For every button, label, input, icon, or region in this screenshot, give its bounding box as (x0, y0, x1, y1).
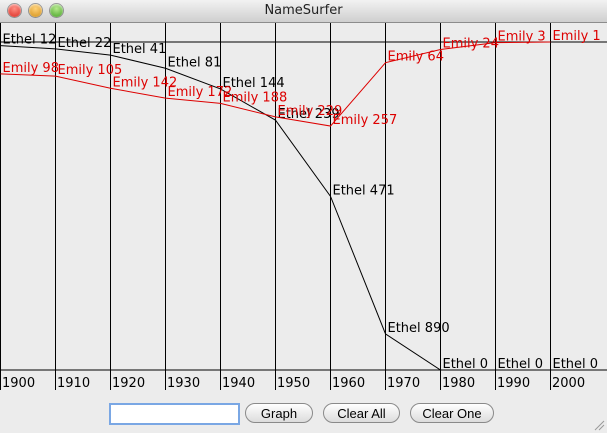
data-label-ethel: Ethel 12 (3, 33, 57, 48)
name-popularity-graph: 1900 1910 1920 1930 1940 1950 1960 1970 1980 1990… (0, 23, 607, 390)
decade-label: 1960 (332, 376, 365, 390)
resize-grip-icon[interactable] (593, 419, 605, 431)
data-label-emily: Emily 172 (168, 85, 233, 100)
data-label-ethel: Ethel 239 (278, 107, 340, 122)
minimize-window-icon[interactable] (29, 4, 42, 17)
decade-label: 1900 (2, 376, 35, 390)
name-input[interactable] (109, 403, 240, 425)
data-label-ethel: Ethel 0 (553, 357, 599, 372)
data-label-emily: Emily 257 (333, 113, 398, 128)
data-label-emily: Emily 105 (58, 63, 123, 78)
decade-label: 1970 (387, 376, 420, 390)
window-title: NameSurfer (264, 3, 343, 18)
series-line-ethel (0, 45, 551, 371)
data-label-ethel: Ethel 0 (498, 357, 544, 372)
graph-background (0, 23, 607, 390)
data-label-emily: Emily 24 (443, 37, 499, 52)
data-label-emily: Emily 1 (553, 29, 601, 44)
decade-label: 1950 (277, 376, 310, 390)
decade-label: 1940 (222, 376, 255, 390)
zoom-window-icon[interactable] (50, 4, 63, 17)
control-bar: Graph Clear All Clear One (0, 395, 607, 433)
data-label-emily: Emily 188 (223, 90, 288, 105)
data-label-ethel: Ethel 22 (58, 36, 112, 51)
decade-label: 1920 (112, 376, 145, 390)
clear-one-button[interactable]: Clear One (410, 403, 494, 423)
data-label-ethel: Ethel 81 (168, 55, 222, 70)
data-label-emily: Emily 229 (278, 104, 343, 119)
data-label-emily: Emily 142 (113, 75, 178, 90)
decade-label: 1980 (442, 376, 475, 390)
data-label-emily: Emily 3 (498, 30, 546, 45)
data-label-ethel: Ethel 144 (223, 76, 285, 91)
data-label-ethel: Ethel 890 (388, 321, 450, 336)
decade-label: 1930 (167, 376, 200, 390)
decade-label: 1910 (57, 376, 90, 390)
graph-button[interactable]: Graph (245, 403, 313, 423)
close-window-icon[interactable] (8, 4, 21, 17)
data-label-emily: Emily 64 (388, 50, 444, 65)
data-label-ethel: Ethel 41 (113, 42, 167, 57)
decade-label: 1990 (497, 376, 530, 390)
data-label-ethel: Ethel 0 (443, 357, 489, 372)
data-label-ethel: Ethel 471 (333, 183, 395, 198)
decade-label: 2000 (552, 376, 585, 390)
data-label-emily: Emily 98 (3, 61, 59, 76)
series-line-emily (0, 41, 551, 127)
clear-all-button[interactable]: Clear All (323, 403, 400, 423)
title-bar: NameSurfer (0, 0, 607, 23)
